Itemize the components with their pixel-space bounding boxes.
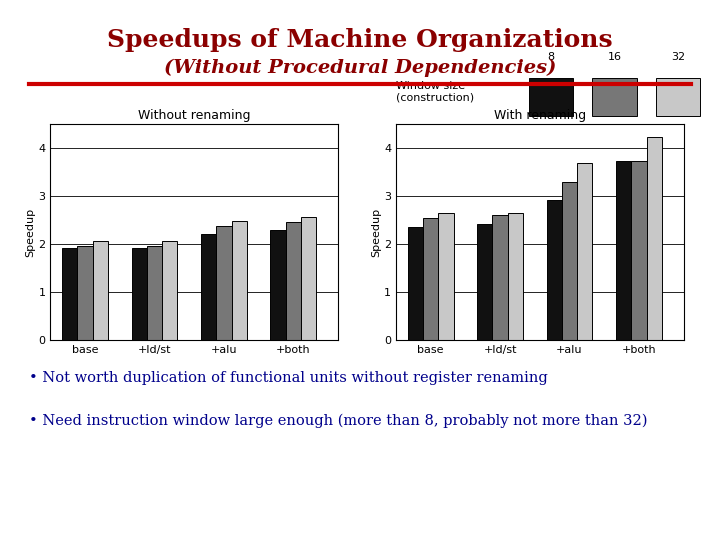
Bar: [647, 137, 662, 340]
Text: 8: 8: [548, 52, 555, 62]
Bar: [201, 234, 216, 340]
Bar: [546, 200, 562, 340]
Bar: [631, 161, 647, 340]
Text: • Need instruction window large enough (more than 8, probably not more than 32): • Need instruction window large enough (…: [29, 414, 647, 428]
Bar: [286, 221, 301, 340]
Bar: [132, 247, 147, 340]
Bar: [477, 224, 492, 340]
Text: 16: 16: [608, 52, 621, 62]
Bar: [301, 217, 316, 340]
Bar: [529, 78, 573, 116]
Bar: [492, 215, 508, 340]
Text: Speedups of Machine Organizations: Speedups of Machine Organizations: [107, 29, 613, 52]
Bar: [408, 227, 423, 340]
Bar: [271, 230, 286, 340]
Text: 32: 32: [671, 52, 685, 62]
Bar: [577, 163, 593, 340]
Bar: [216, 226, 232, 340]
Bar: [656, 78, 700, 116]
Y-axis label: Speedup: Speedup: [372, 208, 381, 256]
Bar: [162, 241, 177, 340]
Text: (Without Procedural Dependencies): (Without Procedural Dependencies): [164, 58, 556, 77]
Text: Window size
(construction): Window size (construction): [396, 81, 474, 103]
Bar: [616, 161, 631, 340]
Title: With renaming: With renaming: [494, 109, 586, 122]
Bar: [438, 213, 454, 340]
Bar: [423, 218, 438, 340]
Bar: [93, 241, 108, 340]
Bar: [78, 246, 93, 340]
Bar: [593, 78, 636, 116]
Bar: [508, 213, 523, 340]
Title: Without renaming: Without renaming: [138, 109, 251, 122]
Bar: [232, 221, 247, 340]
Bar: [147, 246, 162, 340]
Text: • Not worth duplication of functional units without register renaming: • Not worth duplication of functional un…: [29, 371, 547, 385]
Bar: [62, 247, 78, 340]
Y-axis label: Speedup: Speedup: [26, 208, 35, 256]
Bar: [562, 182, 577, 340]
